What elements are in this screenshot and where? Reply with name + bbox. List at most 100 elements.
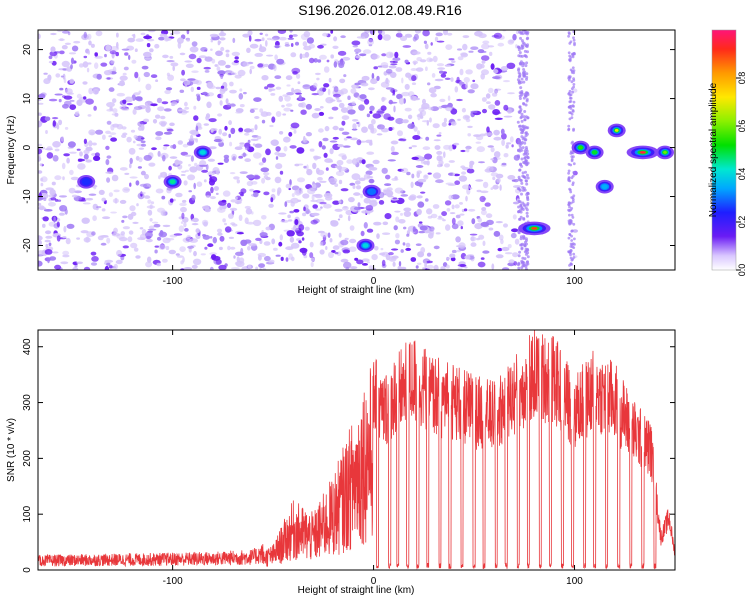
spectrogram-noise-blob [502,80,511,83]
spectrogram-noise-blob [365,205,374,211]
spectrogram-noise-blob [351,40,361,46]
spectrogram-noise-blob [248,35,252,42]
spectrogram-noise-blob [567,171,570,175]
spectrogram-noise-blob [140,143,147,147]
spectrogram-noise-blob [162,146,168,150]
spectrogram-noise-blob [68,187,76,194]
spectrogram-noise-blob [90,251,97,256]
spectrogram-noise-blob [39,163,43,167]
spectrogram-noise-blob [259,32,263,35]
spectrogram-noise-blob [262,267,267,270]
spectrogram-noise-blob [526,195,529,199]
spectrogram-noise-blob [323,152,328,158]
spectrogram-noise-blob [102,216,111,220]
spectrogram-noise-blob [252,143,256,146]
spectrogram-noise-blob [212,236,217,244]
spectrogram-noise-blob [297,163,304,166]
spectrogram-noise-blob [224,226,232,233]
spectrogram-noise-blob [314,108,321,111]
spectrogram-noise-blob [568,233,572,236]
spectrogram-noise-blob [209,33,219,38]
spectrogram-noise-blob [410,181,414,188]
spectrogram-noise-blob [177,109,186,112]
spectrogram-noise-blob [363,222,368,229]
spectrogram-noise-blob [217,162,224,165]
spectrogram-noise-blob [523,156,527,160]
spectrogram-noise-blob [569,201,573,205]
spectrogram-noise-blob [369,139,373,145]
spectrogram-noise-blob [517,67,521,71]
spectrogram-noise-blob [382,221,389,226]
spectrogram-noise-blob [327,232,331,238]
spectrogram-noise-blob [38,260,43,267]
spectrogram-noise-blob [439,70,444,74]
spectrogram-noise-blob [570,80,574,84]
spectrogram-noise-blob [405,242,411,248]
spectrogram-noise-blob [234,201,242,205]
spectrogram-noise-blob [270,38,279,41]
spectrogram-noise-blob [570,176,574,180]
spectrogram-noise-blob [258,263,265,268]
spectrogram-noise-blob [202,91,208,95]
spectrogram-noise-blob [369,200,378,207]
spectrogram-noise-blob [526,36,530,40]
spectrogram-noise-blob [511,144,514,148]
spectrogram-noise-blob [353,192,361,196]
spectrogram-noise-blob [435,32,443,37]
spectrogram-noise-blob [356,122,360,124]
spectrogram-noise-blob [120,231,126,236]
spectrogram-noise-blob [301,237,305,241]
spectrogram-noise-blob [243,91,247,95]
spectrogram-noise-blob [444,77,451,81]
spectrogram-noise-blob [181,110,190,113]
spectrogram-noise-blob [373,66,379,70]
spectrogram-x-tick-label: 100 [566,276,583,287]
spectrogram-noise-blob [105,145,110,150]
spectrogram-noise-blob [420,106,428,110]
spectrogram-noise-blob [289,236,295,243]
spectrogram-noise-blob [451,217,456,225]
spectrogram-noise-blob [567,75,571,78]
spectrogram-noise-blob [244,158,251,163]
spectrogram-noise-blob [116,249,123,257]
spectrogram-noise-blob [517,262,521,266]
spectrogram-noise-blob [240,247,244,255]
spectrogram-noise-blob [163,144,170,147]
spectrogram-noise-blob [398,261,402,267]
spectrogram-noise-blob [457,267,463,270]
spectrogram-noise-blob [342,249,351,254]
spectrogram-noise-blob [69,151,77,154]
spectrogram-noise-blob [394,187,404,194]
spectrogram-noise-blob [569,262,573,266]
spectrogram-noise-blob [229,103,236,107]
spectrogram-noise-blob [215,50,223,57]
spectrogram-noise-blob [140,32,146,36]
spectrogram-noise-blob [171,103,176,107]
spectrogram-noise-blob [571,257,575,261]
spectrogram-noise-blob [83,153,89,160]
spectrogram-noise-blob [306,37,314,44]
spectrogram-noise-blob [229,89,237,94]
spectrogram-noise-blob [76,237,80,240]
spectrogram-noise-blob [147,38,155,42]
spectrogram-noise-blob [477,217,482,223]
spectrogram-noise-blob [109,132,117,136]
spectrogram-noise-blob [69,99,75,102]
spectrogram-noise-blob [571,198,575,202]
spectrogram-noise-blob [500,128,505,135]
spectrogram-noise-blob [418,230,426,234]
spectrogram-noise-blob [218,128,222,135]
spectrogram-noise-blob [521,171,525,175]
spectrogram-noise-blob [412,51,421,55]
spectrogram-noise-blob [360,193,363,199]
spectrogram-noise-blob [143,118,150,123]
spectrogram-noise-blob [524,267,528,270]
spectrogram-noise-blob [180,151,188,156]
spectrogram-noise-blob [481,43,490,50]
spectrogram-noise-blob [526,198,530,202]
spectrogram-noise-blob [141,65,149,70]
spectrogram-noise-blob [195,93,201,98]
spectrogram-noise-blob [393,105,396,113]
spectrogram-noise-blob [175,99,180,102]
spectrogram-feature-spot [369,190,374,194]
